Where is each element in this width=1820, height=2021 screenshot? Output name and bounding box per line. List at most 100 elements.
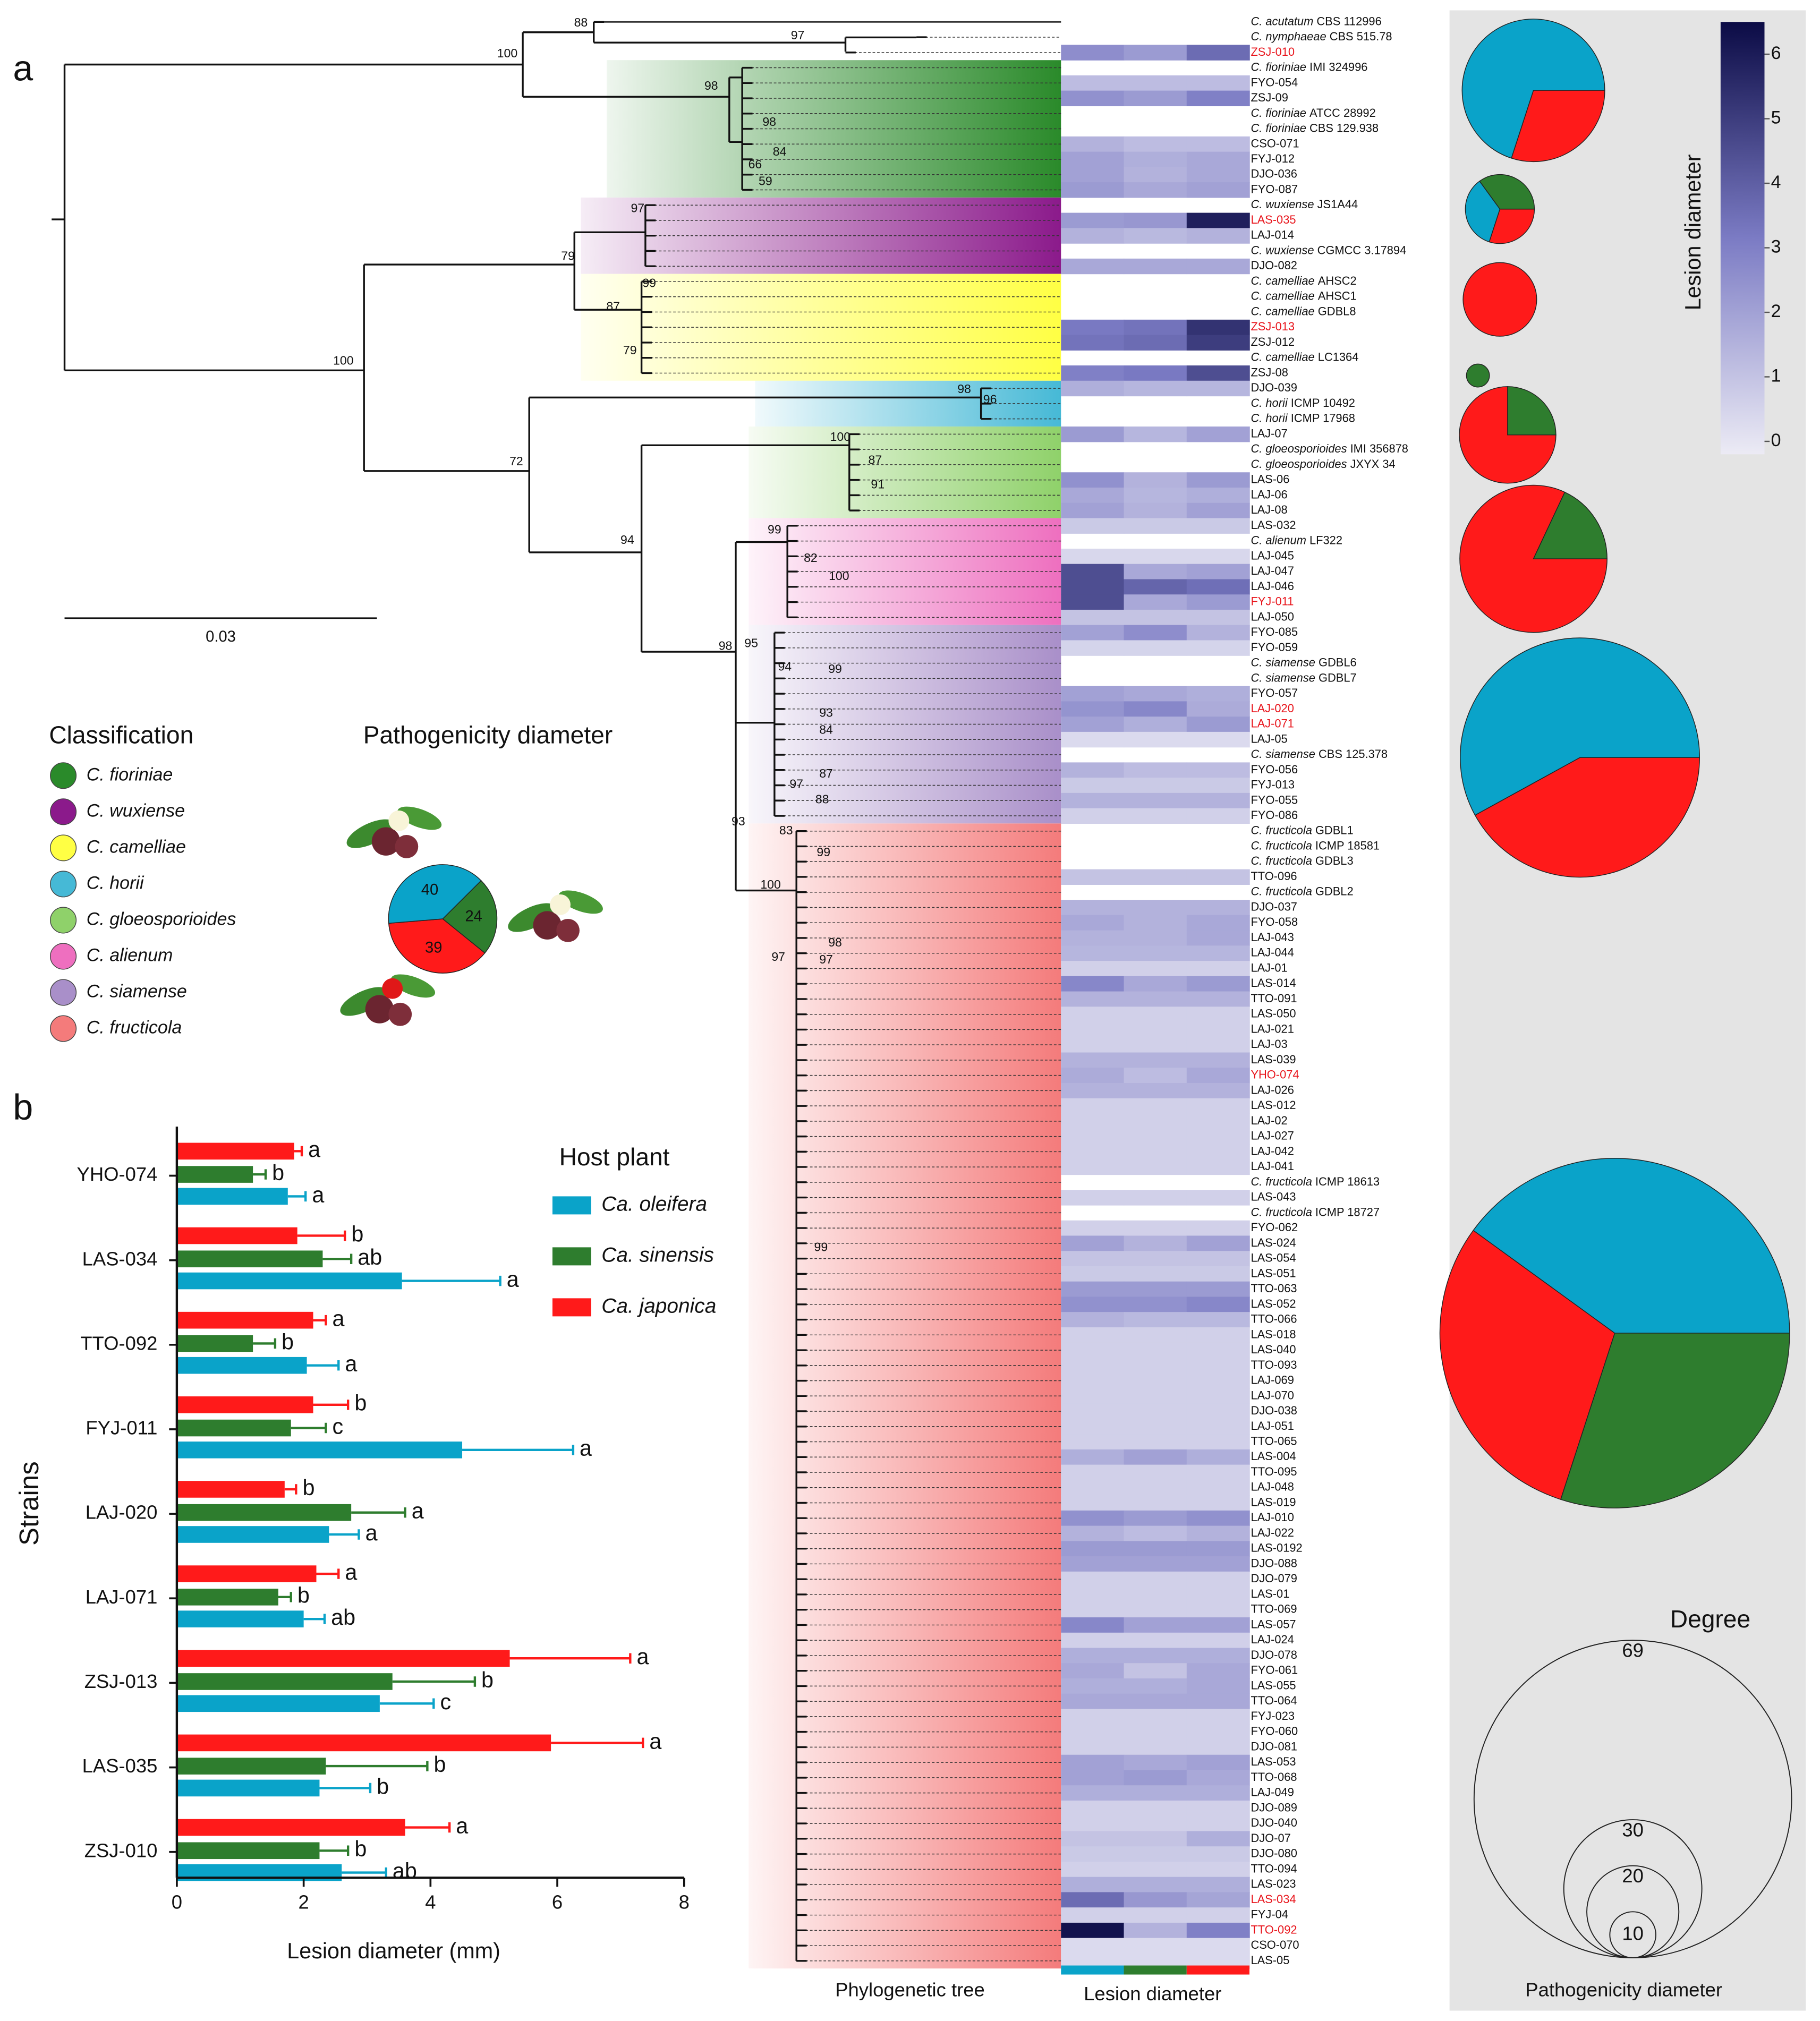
heat-cell <box>1124 625 1187 641</box>
strain-name: DJO-078 <box>1251 1648 1297 1661</box>
leaf-label: C. siamense GDBL6 <box>1251 655 1356 669</box>
heat-cell <box>1186 1235 1250 1251</box>
leaf-label: DJO-037 <box>1251 900 1297 913</box>
species-name: C. nymphaeae <box>1251 30 1326 43</box>
degree-circle <box>1609 1911 1656 1958</box>
strain-name: FYO-056 <box>1251 763 1298 776</box>
heat-cell <box>1186 1434 1250 1450</box>
bar <box>176 1842 320 1860</box>
y-tick-label: LAS-035 <box>82 1755 158 1777</box>
strain-name: DJO-038 <box>1251 1404 1297 1417</box>
strain-name: LAS-057 <box>1251 1617 1296 1631</box>
pie-slice <box>1439 1230 1615 1500</box>
heat-cell <box>1124 548 1187 565</box>
bar <box>176 1526 329 1543</box>
heat-cell <box>1186 1297 1250 1312</box>
heat-cell <box>1186 717 1250 732</box>
leaf-label: LAS-06 <box>1251 472 1289 485</box>
fruit-decoration <box>556 918 580 942</box>
legend-label: Ca. oleifera <box>601 1193 707 1216</box>
heat-cell <box>1186 1922 1250 1939</box>
heat-cell <box>1061 1388 1125 1404</box>
leaf-label: TTO-096 <box>1251 869 1297 883</box>
strain-name: LAS-043 <box>1251 1190 1296 1203</box>
leaf-label: LAJ-027 <box>1251 1129 1294 1142</box>
leaf-label: LAJ-02 <box>1251 1114 1287 1127</box>
leaf-label: YHO-074 <box>1251 1068 1299 1081</box>
heat-cell <box>1061 1541 1125 1557</box>
heat-cell <box>1124 1754 1187 1771</box>
heat-cell <box>1061 808 1125 824</box>
strain-name: FYO-062 <box>1251 1221 1298 1234</box>
heat-cell <box>1061 90 1125 107</box>
leaf-label: FYO-085 <box>1251 625 1298 638</box>
leaf-label: LAS-051 <box>1251 1266 1296 1280</box>
error-bar <box>313 1400 350 1410</box>
heat-cell <box>1124 1327 1187 1343</box>
strain-name: FYJ-04 <box>1251 1907 1288 1921</box>
heat-cell <box>1186 579 1250 595</box>
leaf-label: FYO-061 <box>1251 1663 1298 1676</box>
error-bar <box>319 1783 372 1794</box>
strain-name: LAS-034 <box>1251 1892 1296 1906</box>
bar <box>176 1589 278 1606</box>
heat-cell <box>1124 258 1187 275</box>
flower-decoration <box>388 810 410 831</box>
error-bar <box>551 1737 644 1749</box>
pie-slice <box>442 880 498 954</box>
heat-cell <box>1124 1785 1187 1801</box>
colorbar-title: Lesion diameter <box>1681 154 1705 310</box>
heat-cell <box>1186 1877 1250 1893</box>
degree-label: 10 <box>1622 1922 1644 1944</box>
strain-name: LAS-05 <box>1251 1954 1289 1967</box>
colorbar-tick-label: 2 <box>1771 301 1781 321</box>
pie-slice <box>1462 262 1537 337</box>
leaf-label: C. camelliae LC1364 <box>1251 350 1358 363</box>
species-name: C. gloeosporioides <box>1251 457 1347 471</box>
heat-cell <box>1124 1617 1187 1633</box>
heat-cell <box>1061 1693 1125 1710</box>
legend-label: C. alienum <box>87 945 173 965</box>
strain-name: ICMP 18613 <box>1315 1175 1380 1188</box>
heat-cell <box>1124 365 1187 381</box>
bar <box>176 1481 285 1498</box>
heat-cell <box>1061 1571 1125 1588</box>
heat-cell <box>1061 640 1125 656</box>
heat-cell <box>1124 1663 1187 1679</box>
bootstrap-label: 59 <box>759 174 772 188</box>
significance-letter: ab <box>393 1858 417 1883</box>
heat-cell <box>1061 335 1125 351</box>
leaf-decoration <box>391 974 436 998</box>
leaf-label: LAS-004 <box>1251 1449 1296 1463</box>
leaf-label: LAJ-01 <box>1251 961 1287 974</box>
heat-cell <box>1061 1724 1125 1740</box>
bootstrap-label: 83 <box>779 823 793 837</box>
leaf-label: LAJ-041 <box>1251 1159 1294 1173</box>
heat-cell <box>1124 335 1187 351</box>
bootstrap-label: 94 <box>620 533 634 547</box>
leaf-label: C. fructicola ICMP 18613 <box>1251 1175 1380 1188</box>
strain-name: GDBL3 <box>1315 854 1354 867</box>
heat-cell <box>1061 518 1125 534</box>
heat-cell <box>1061 945 1125 961</box>
heat-cell <box>1061 167 1125 183</box>
heat-cell <box>1186 1388 1250 1404</box>
heat-cell <box>1186 594 1250 610</box>
heat-cell <box>1124 1480 1187 1496</box>
strain-name: TTO-065 <box>1251 1434 1297 1447</box>
strain-name: LAS-004 <box>1251 1449 1296 1463</box>
bar <box>176 1250 323 1268</box>
bootstrap-label: 87 <box>606 299 620 313</box>
heat-cell <box>1186 1419 1250 1435</box>
leaf-label: TTO-093 <box>1251 1358 1297 1371</box>
leaf-label: DJO-079 <box>1251 1572 1297 1585</box>
significance-letter: a <box>580 1436 592 1461</box>
bar <box>176 1779 320 1797</box>
significance-letter: a <box>308 1137 320 1162</box>
leaf-label: LAJ-043 <box>1251 931 1294 944</box>
leaf-label: LAJ-020 <box>1251 702 1294 715</box>
heat-cell <box>1186 1678 1250 1694</box>
bootstrap-label: 79 <box>623 343 637 357</box>
strain-name: LAJ-03 <box>1251 1037 1287 1051</box>
